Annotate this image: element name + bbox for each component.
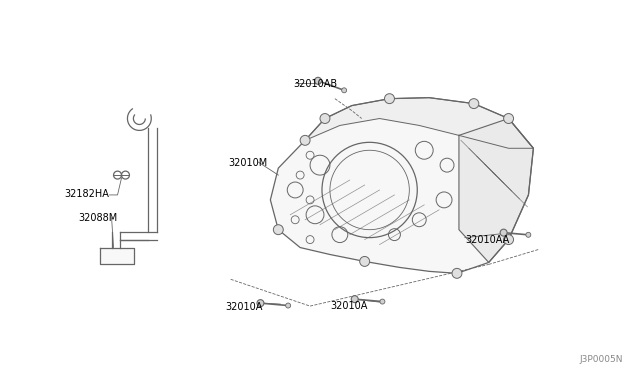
Polygon shape — [459, 119, 533, 262]
Circle shape — [500, 229, 507, 236]
Circle shape — [273, 225, 284, 235]
Circle shape — [351, 296, 358, 303]
Text: 32088M: 32088M — [78, 213, 117, 223]
Circle shape — [314, 77, 321, 84]
Circle shape — [342, 88, 347, 93]
Polygon shape — [100, 247, 134, 264]
Text: 32010AA: 32010AA — [465, 235, 509, 245]
Circle shape — [504, 113, 513, 124]
Polygon shape — [270, 98, 533, 273]
Text: J3P0005N: J3P0005N — [579, 355, 623, 364]
Text: 32010A: 32010A — [226, 302, 263, 312]
Circle shape — [380, 299, 385, 304]
Circle shape — [526, 232, 531, 237]
Text: 32010M: 32010M — [228, 158, 268, 168]
Text: 32010AB: 32010AB — [293, 79, 337, 89]
Circle shape — [504, 235, 513, 244]
Circle shape — [452, 268, 462, 278]
Circle shape — [320, 113, 330, 124]
Polygon shape — [305, 98, 533, 148]
Text: 32182HA: 32182HA — [64, 189, 109, 199]
Circle shape — [469, 99, 479, 109]
Circle shape — [285, 303, 291, 308]
Circle shape — [385, 94, 394, 104]
Circle shape — [360, 256, 370, 266]
Circle shape — [300, 135, 310, 145]
Circle shape — [257, 299, 264, 307]
Text: 32010A: 32010A — [330, 301, 367, 311]
